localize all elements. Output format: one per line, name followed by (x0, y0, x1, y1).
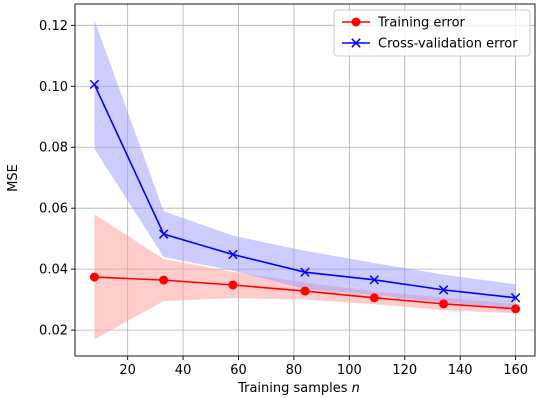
y-tick-label: 0.10 (39, 80, 68, 95)
y-axis-ticks: 0.02 0.04 0.06 0.08 0.10 0.12 (39, 19, 75, 339)
point-cross-validation (438, 285, 449, 295)
plot-frame (74, 3, 536, 357)
point-cross-validation (510, 293, 521, 303)
x-tick-label: 20 (119, 363, 136, 378)
legend-label: Cross-validation error (378, 37, 518, 52)
x-tick-label: 160 (503, 363, 528, 378)
legend-entry-cross-validation: Cross-validation error (342, 37, 518, 52)
y-axis-label: MSE (6, 164, 21, 192)
point-training (159, 275, 169, 285)
x-tick-label: 140 (448, 363, 473, 378)
x-tick-label: 60 (230, 363, 247, 378)
point-cross-validation (300, 267, 310, 277)
point-cross-validation (369, 275, 380, 285)
legend-label: Training error (377, 16, 466, 31)
x-tick-label: 120 (392, 363, 417, 378)
band-training (94, 214, 516, 340)
legend: Training error Cross-validation error (333, 9, 531, 57)
x-axis-label-variable: n (352, 381, 360, 396)
error-bands (94, 20, 516, 340)
y-tick-label: 0.06 (39, 202, 68, 217)
y-tick-label: 0.12 (39, 19, 68, 34)
y-tick-label: 0.02 (39, 324, 68, 339)
point-training (89, 272, 99, 282)
y-tick-label: 0.04 (39, 263, 68, 278)
x-axis-ticks: 20 40 60 80 100 120 140 160 (119, 356, 528, 378)
point-cross-validation (158, 229, 169, 239)
point-training (439, 299, 449, 309)
legend-entry-training: Training error (342, 16, 466, 31)
x-tick-label: 40 (175, 363, 192, 378)
point-training (228, 280, 238, 290)
point-training (300, 286, 310, 296)
x-tick-label: 80 (286, 363, 303, 378)
series-markers (89, 79, 521, 314)
point-training (369, 293, 379, 303)
x-axis-label: Training samples n (237, 381, 360, 396)
y-tick-label: 0.08 (39, 141, 68, 156)
point-cross-validation (89, 79, 100, 90)
band-cross-validation (94, 20, 516, 309)
point-training (511, 304, 521, 314)
point-cross-validation (228, 249, 238, 260)
legend-box (333, 9, 531, 57)
x-tick-label: 100 (337, 363, 362, 378)
